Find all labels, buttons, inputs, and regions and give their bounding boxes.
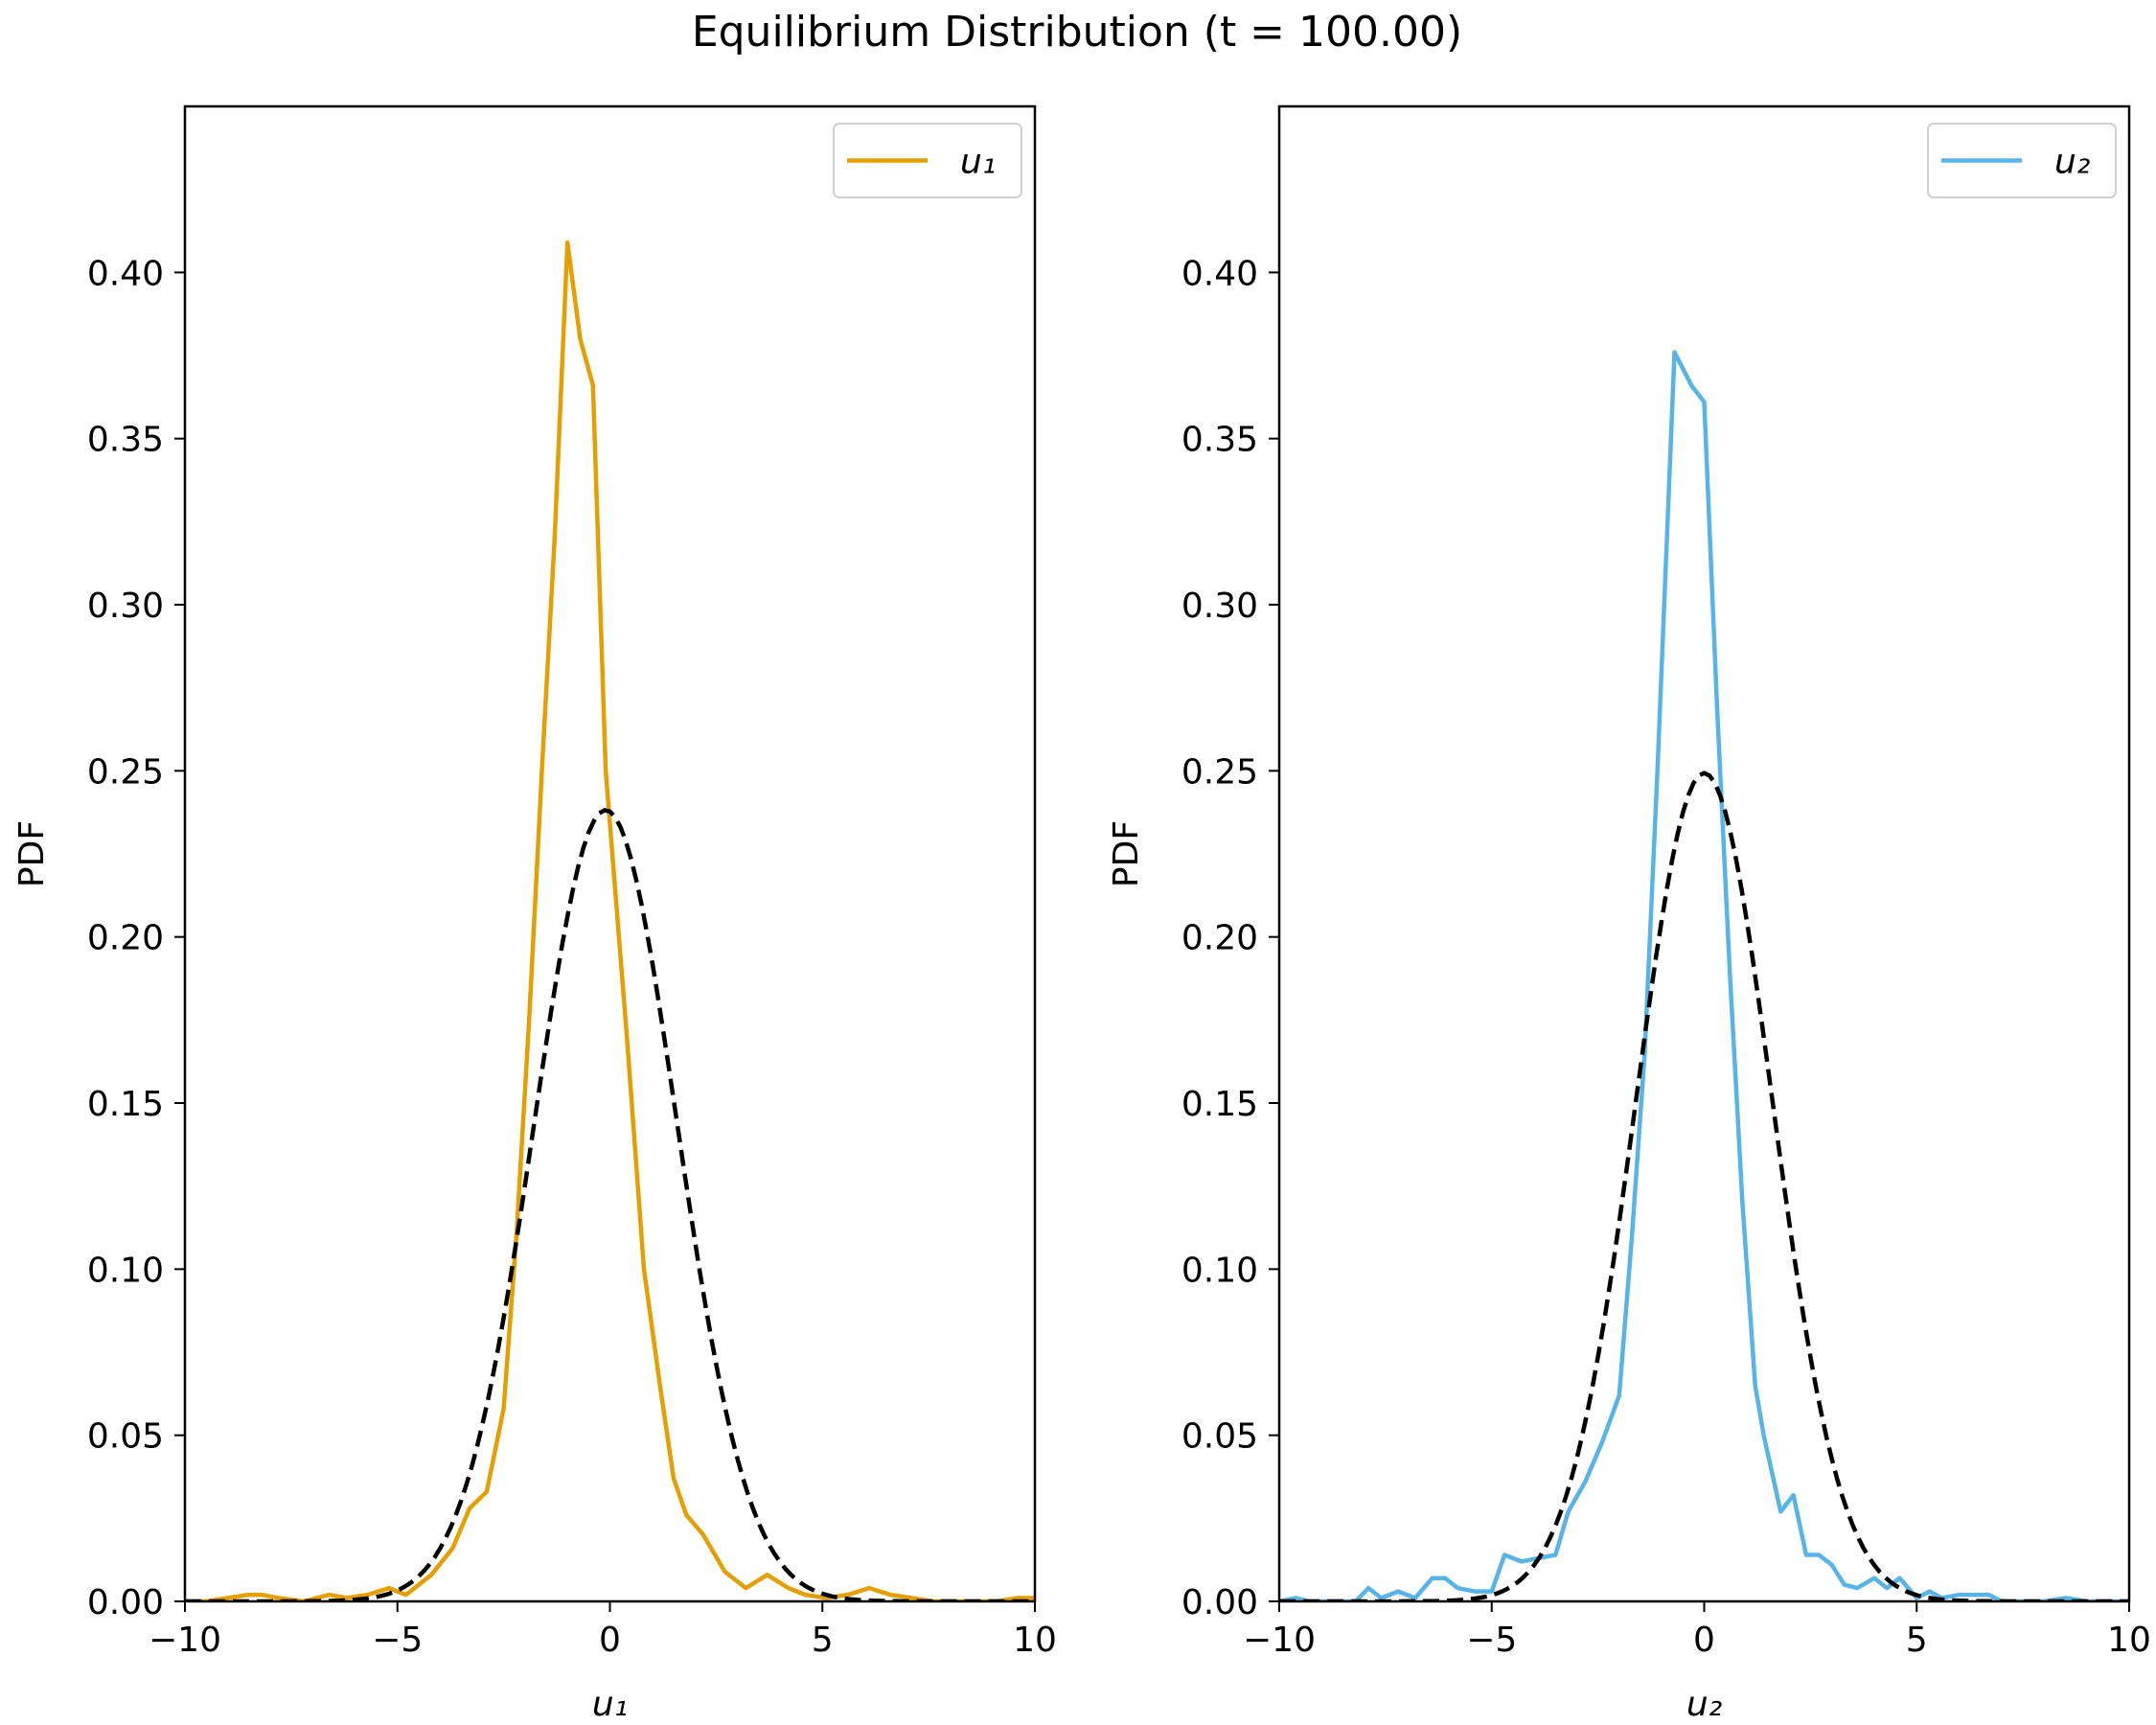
y-axis-label: PDF xyxy=(12,820,52,887)
legend: u₂ xyxy=(1927,123,2117,198)
y-tick-label: 0.00 xyxy=(87,1583,164,1622)
y-tick-label: 0.40 xyxy=(1181,254,1258,293)
y-tick-label: 0.30 xyxy=(1181,586,1258,626)
y-tick-label: 0.30 xyxy=(87,586,164,626)
legend: u₁ xyxy=(833,123,1022,198)
y-tick-label: 0.15 xyxy=(87,1085,164,1124)
y-tick-label: 0.10 xyxy=(1181,1251,1258,1290)
x-tick-label: 0 xyxy=(1693,1621,1715,1660)
y-tick-label: 0.15 xyxy=(1181,1085,1258,1124)
y-tick-label: 0.05 xyxy=(87,1417,164,1457)
y-tick-label: 0.20 xyxy=(87,919,164,958)
y-tick-label: 0.35 xyxy=(1181,421,1258,460)
y-tick-label: 0.05 xyxy=(1181,1417,1258,1457)
y-tick-label: 0.25 xyxy=(1181,752,1258,792)
x-tick-label: 5 xyxy=(1906,1621,1928,1660)
right-panel-u2: −10 −5 0 5 10 0.00 0.05 0.10 0.15 0.20 0.25 0.30 0.3… xyxy=(1107,104,2151,1724)
x-tick-label: 0 xyxy=(599,1621,621,1660)
x-tick-label: −10 xyxy=(1243,1621,1316,1660)
x-tick-label: 5 xyxy=(812,1621,834,1660)
y-tick-label: 0.25 xyxy=(87,752,164,792)
legend-label: u₂ xyxy=(2054,143,2090,182)
x-axis-label: u₂ xyxy=(1686,1685,1722,1724)
left-panel-u1: −10 −5 0 5 10 0.00 0.05 0.10 0.15 0.20 0.25 0.30 0.3… xyxy=(12,104,1057,1724)
y-tick-label: 0.35 xyxy=(87,421,164,460)
figure-title: Equilibrium Distribution (t = 100.00) xyxy=(692,8,1462,57)
y-tick-label: 0.40 xyxy=(87,254,164,293)
y-axis-label: PDF xyxy=(1107,820,1146,887)
series-line-u₂ xyxy=(1279,350,2129,1601)
y-tick-label: 0.10 xyxy=(87,1251,164,1290)
y-tick-label: 0.00 xyxy=(1181,1583,1258,1622)
x-axis-label: u₁ xyxy=(592,1685,628,1724)
legend-label: u₁ xyxy=(960,143,996,182)
y-tick-label: 0.20 xyxy=(1181,919,1258,958)
x-tick-label: 10 xyxy=(2107,1621,2151,1660)
x-tick-label: −10 xyxy=(149,1621,221,1660)
series-line-u₁ xyxy=(185,240,1035,1601)
x-tick-label: 10 xyxy=(1013,1621,1057,1660)
x-tick-label: −5 xyxy=(1466,1621,1517,1660)
x-tick-label: −5 xyxy=(372,1621,423,1660)
